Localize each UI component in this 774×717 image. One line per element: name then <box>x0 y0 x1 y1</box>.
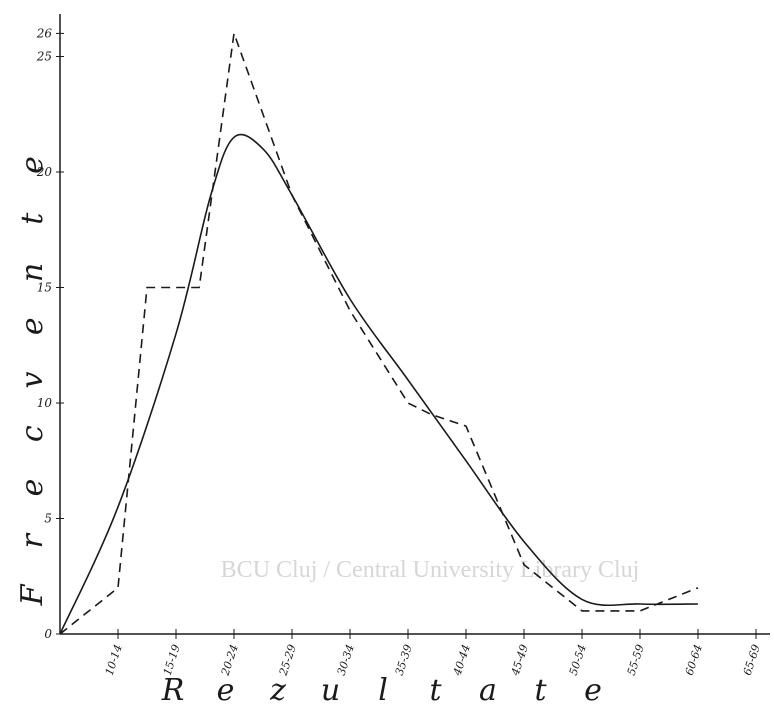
y-tick-label: 0 <box>44 627 52 641</box>
y-axis-letter: t <box>15 212 50 225</box>
x-axis-letter: l <box>378 673 388 708</box>
x-axis-letter: e <box>217 673 235 708</box>
x-axis-letter: t <box>534 673 547 708</box>
y-tick-label: 10 <box>37 396 53 410</box>
y-tick-label: 15 <box>37 281 52 295</box>
y-tick-label: 20 <box>36 165 53 179</box>
watermark-layer: BCU Cluj / Central University Library Cl… <box>221 557 640 583</box>
y-ticks: 0 5 10 15 20 25 26 <box>36 26 64 641</box>
y-tick-label: 5 <box>44 512 52 526</box>
y-axis-letter: r <box>15 532 50 548</box>
axes <box>59 14 770 635</box>
y-axis-letter: n <box>15 263 50 282</box>
x-tick-label: 60-64 <box>683 643 705 677</box>
x-tick-label: 45-49 <box>508 643 530 678</box>
x-tick-label: 15-19 <box>161 643 183 677</box>
x-tick-label: 40-44 <box>450 643 472 678</box>
x-tick-label: 10-14 <box>103 643 125 677</box>
x-axis-letter: u <box>321 673 340 708</box>
y-axis-letter: v <box>15 371 50 388</box>
y-axis-letter: F <box>15 583 50 606</box>
y-tick-label: 25 <box>36 50 52 64</box>
x-axis-letter: R <box>161 673 185 708</box>
x-ticks: 10-14 15-19 20-24 25-29 30-34 35-39 40-44 45-49… <box>103 629 763 678</box>
x-axis-letter: z <box>269 673 286 708</box>
y-axis-label: Fr e c v e n t e <box>15 156 50 606</box>
watermark-text: BCU Cluj / Central University Library Cl… <box>221 557 640 583</box>
y-axis-letter: c <box>15 425 50 442</box>
x-axis-letter: e <box>584 673 602 708</box>
series <box>59 32 699 635</box>
x-axis-letter: a <box>479 673 497 708</box>
y-axis-letter: e <box>15 479 50 497</box>
y-axis-letter: e <box>15 317 50 335</box>
x-tick-label: 30-34 <box>335 643 357 677</box>
x-tick-label: 65-69 <box>741 643 763 677</box>
series-line-solid <box>59 133 699 635</box>
y-axis-letter: e <box>15 156 50 174</box>
y-tick-label: 26 <box>36 26 53 40</box>
x-tick-label: 55-59 <box>625 643 647 677</box>
series-line-dashed <box>59 32 699 635</box>
x-tick-label: 50-54 <box>567 643 589 677</box>
x-axis-letter: t <box>429 673 442 708</box>
x-tick-label: 35-39 <box>393 643 415 677</box>
